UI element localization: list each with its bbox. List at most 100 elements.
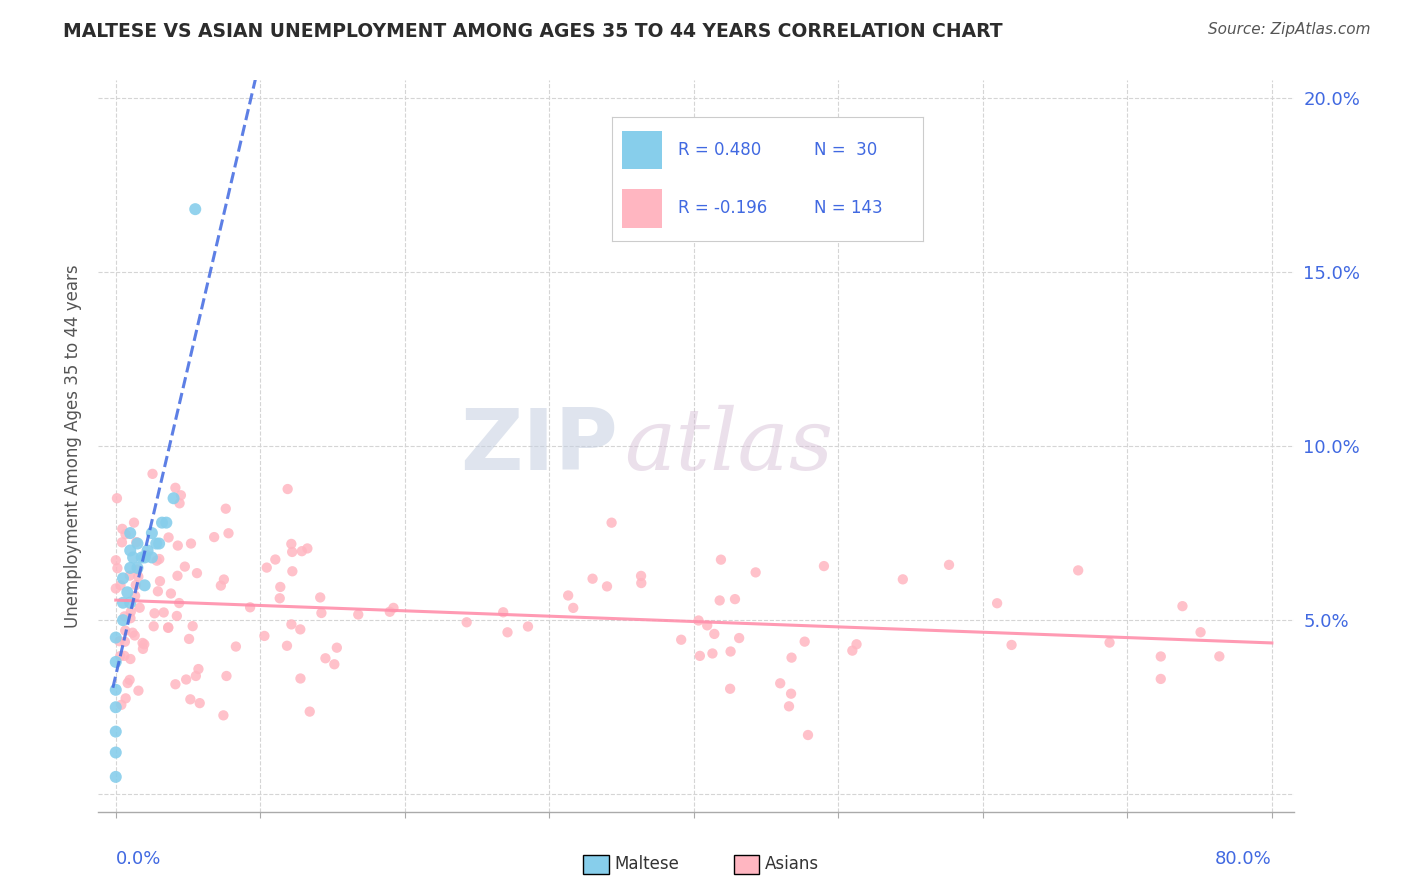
Point [104,700,127,714]
Point [169,496,191,510]
Point [492,605,515,619]
Point [724,592,747,607]
Point [131,636,153,650]
Point [160,586,183,600]
Point [120,543,142,558]
Point [114,527,136,541]
Point [793,634,815,648]
Point [166,609,188,624]
Point [149,574,172,589]
Point [110,578,132,592]
Point [157,620,180,634]
Point [696,618,718,632]
Point [281,545,304,559]
Point [165,677,187,691]
Point [780,650,803,665]
Point [120,561,142,575]
Point [813,559,835,574]
Point [114,624,136,638]
Point [709,593,731,607]
Point [630,576,652,591]
Point [110,698,132,712]
Point [688,614,710,628]
Point [1150,672,1173,686]
Point [187,662,209,676]
Point [1189,625,1212,640]
Point [152,606,174,620]
Point [1208,649,1230,664]
Point [728,631,751,645]
Point [104,582,127,596]
Point [162,491,184,506]
Point [135,548,157,562]
Point [297,541,319,556]
Point [291,544,314,558]
Point [166,569,188,583]
Point [134,550,156,565]
Point [150,516,173,530]
Text: R = 0.480: R = 0.480 [678,142,761,160]
Point [120,652,142,666]
Text: Source: ZipAtlas.com: Source: ZipAtlas.com [1208,22,1371,37]
Point [134,578,156,592]
Point [938,558,960,572]
Point [118,673,141,687]
Point [744,566,766,580]
Point [127,683,149,698]
Point [117,585,139,599]
Point [105,491,128,506]
Point [689,648,711,663]
Point [120,596,142,610]
Point [180,536,202,550]
Point [179,692,201,706]
Point [218,526,240,541]
Point [155,516,177,530]
Point [841,643,863,657]
Text: 80.0%: 80.0% [1215,850,1272,868]
Point [111,613,134,627]
Point [891,572,914,586]
Point [280,617,302,632]
Point [134,637,156,651]
Point [136,543,159,558]
Point [209,579,232,593]
Point [124,628,146,642]
Point [104,746,127,760]
Point [127,561,149,575]
Point [104,724,127,739]
Point [323,657,346,672]
Point [281,564,304,578]
Point [1000,638,1022,652]
Point [177,632,200,646]
Point [309,591,332,605]
Point [277,482,299,496]
Point [215,669,238,683]
Point [104,655,127,669]
Point [131,550,153,565]
Point [118,568,141,582]
Point [703,627,725,641]
Point [167,596,190,610]
Point [141,467,163,481]
Point [215,501,238,516]
Point [184,669,207,683]
Text: atlas: atlas [624,405,834,487]
Point [1150,649,1173,664]
Point [1171,599,1194,614]
Point [669,632,692,647]
Point [104,770,127,784]
Point [188,696,211,710]
Point [127,569,149,583]
Point [145,536,167,550]
Point [166,539,188,553]
Point [517,619,540,633]
Point [125,578,148,592]
Point [562,600,585,615]
Point [581,572,603,586]
Point [720,644,742,658]
Point [148,552,170,566]
Text: R = -0.196: R = -0.196 [678,199,766,217]
FancyBboxPatch shape [621,130,662,169]
Point [596,579,619,593]
Text: Maltese: Maltese [614,855,679,873]
